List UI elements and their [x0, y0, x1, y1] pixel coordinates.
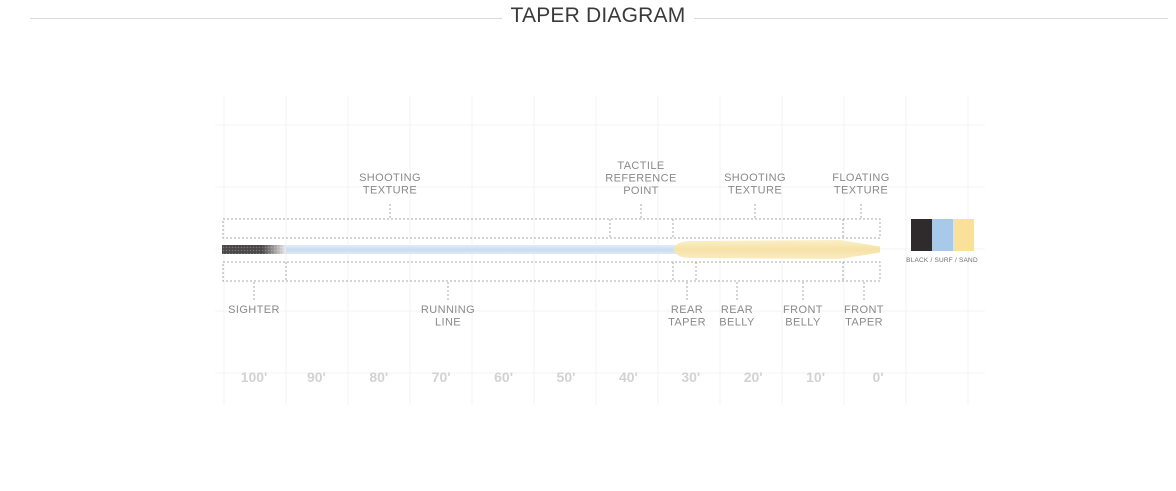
label-rear-belly-line: REAR [721, 304, 753, 316]
color-swatch-surf [932, 219, 953, 251]
label-front-belly-line: FRONT [783, 304, 823, 316]
color-swatch-black [911, 219, 932, 251]
page-title: TAPER DIAGRAM [510, 4, 686, 27]
label-running-line-line: LINE [435, 317, 461, 329]
running-line-segment [285, 245, 677, 254]
label-tactile-reference-point-line: POINT [623, 185, 659, 197]
label-shooting-texture-right-line: SHOOTING [724, 172, 786, 184]
scale-tick-label: 20' [744, 369, 763, 385]
color-swatch-sand [953, 219, 974, 251]
scale-tick-label: 10' [806, 369, 825, 385]
label-floating-texture-line: FLOATING [832, 172, 889, 184]
label-front-taper-line: FRONT [844, 304, 884, 316]
title-rule-right [694, 18, 1168, 19]
color-caption: BLACK / SURF / SAND [906, 257, 978, 264]
scale-tick-label: 90' [307, 369, 326, 385]
label-tactile-reference-point-line: TACTILE [617, 160, 664, 172]
head-segment [673, 240, 880, 259]
scale-tick-label: 0' [872, 369, 883, 385]
label-front-belly-line: BELLY [785, 317, 821, 329]
title-rule-left [30, 18, 502, 19]
scale-tick-label: 100' [241, 369, 268, 385]
scale-tick-label: 40' [619, 369, 638, 385]
section-labels: SHOOTINGTEXTURETACTILEREFERENCEPOINTSHOO… [228, 160, 889, 329]
label-rear-belly-line: BELLY [719, 317, 755, 329]
label-rear-taper-line: REAR [671, 304, 703, 316]
label-sighter-line: SIGHTER [228, 304, 280, 316]
label-shooting-texture-right-line: TEXTURE [728, 185, 782, 197]
label-front-taper-line: TAPER [845, 317, 883, 329]
sighter-fade [262, 245, 286, 254]
fly-line [222, 240, 880, 259]
label-floating-texture-line: TEXTURE [834, 185, 888, 197]
color-swatches: BLACK / SURF / SAND [906, 219, 978, 264]
bottom-dotted-box [222, 261, 881, 282]
scale-tick-label: 60' [494, 369, 513, 385]
scale-tick-label: 30' [681, 369, 700, 385]
label-shooting-texture-left-line: SHOOTING [359, 172, 421, 184]
distance-scale: 100' 90' 80' 70' 60' 50' 40' 30' 20' 10' 0' [241, 369, 884, 385]
label-rear-taper-line: TAPER [668, 317, 706, 329]
label-running-line-line: RUNNING [421, 304, 475, 316]
label-tactile-reference-point-line: REFERENCE [605, 173, 676, 185]
scale-tick-label: 50' [557, 369, 576, 385]
section-boxes [222, 218, 881, 282]
sighter-segment [222, 245, 286, 254]
scale-tick-label: 70' [432, 369, 451, 385]
top-dotted-box [222, 218, 881, 239]
scale-tick-label: 80' [369, 369, 388, 385]
label-shooting-texture-left-line: TEXTURE [363, 185, 417, 197]
